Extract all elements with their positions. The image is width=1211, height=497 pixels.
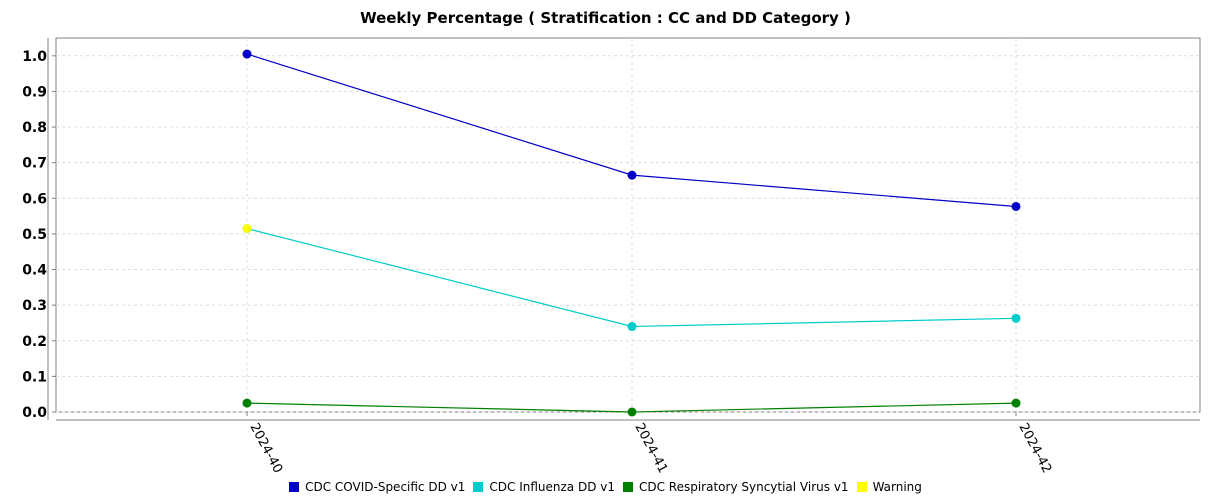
y-tick-label: 1.0 <box>22 49 47 65</box>
y-tick-label: 0.4 <box>22 263 47 279</box>
y-tick-label: 0.8 <box>22 120 47 136</box>
legend-swatch <box>289 482 300 492</box>
legend-swatch <box>856 482 867 492</box>
data-point-series-0 <box>1011 201 1021 211</box>
legend-item-1: CDC Influenza DD v1 <box>473 480 615 494</box>
data-point-series-0 <box>242 49 252 59</box>
x-tick-label: 2024-40 <box>246 421 285 476</box>
x-tick-label: 2024-42 <box>1015 421 1054 476</box>
data-point-series-2 <box>627 407 637 417</box>
data-point-series-3 <box>242 224 252 234</box>
x-tick-label: 2024-41 <box>631 421 670 476</box>
y-tick-label: 0.1 <box>22 369 47 385</box>
y-tick-label: 0.5 <box>22 227 47 243</box>
y-tick-label: 0.3 <box>22 298 47 314</box>
legend-label: CDC Influenza DD v1 <box>489 480 615 494</box>
data-point-series-1 <box>627 322 637 332</box>
legend-swatch <box>622 482 633 492</box>
legend-item-2: CDC Respiratory Syncytial Virus v1 <box>622 480 849 494</box>
legend-label: CDC COVID-Specific DD v1 <box>305 480 466 494</box>
chart-legend: CDC COVID-Specific DD v1 CDC Influenza DD… <box>0 480 1211 494</box>
legend-item-3: Warning <box>856 480 922 494</box>
legend-label: CDC Respiratory Syncytial Virus v1 <box>638 480 849 494</box>
data-point-series-2 <box>1011 398 1021 408</box>
y-tick-label: 0.7 <box>22 156 47 172</box>
chart-title: Weekly Percentage ( Stratification : CC … <box>360 9 851 27</box>
legend-swatch <box>473 482 484 492</box>
legend-item-0: CDC COVID-Specific DD v1 <box>289 480 465 494</box>
data-point-series-2 <box>242 398 252 408</box>
data-point-series-1 <box>1011 313 1021 323</box>
y-tick-label: 0.6 <box>22 191 47 207</box>
plot-area <box>55 37 1201 413</box>
y-tick-label: 0.2 <box>22 334 47 350</box>
y-tick-label: 0.9 <box>22 84 47 100</box>
y-tick-label: 0.0 <box>22 405 47 421</box>
legend-label: Warning <box>872 480 922 494</box>
data-point-series-0 <box>627 170 637 180</box>
